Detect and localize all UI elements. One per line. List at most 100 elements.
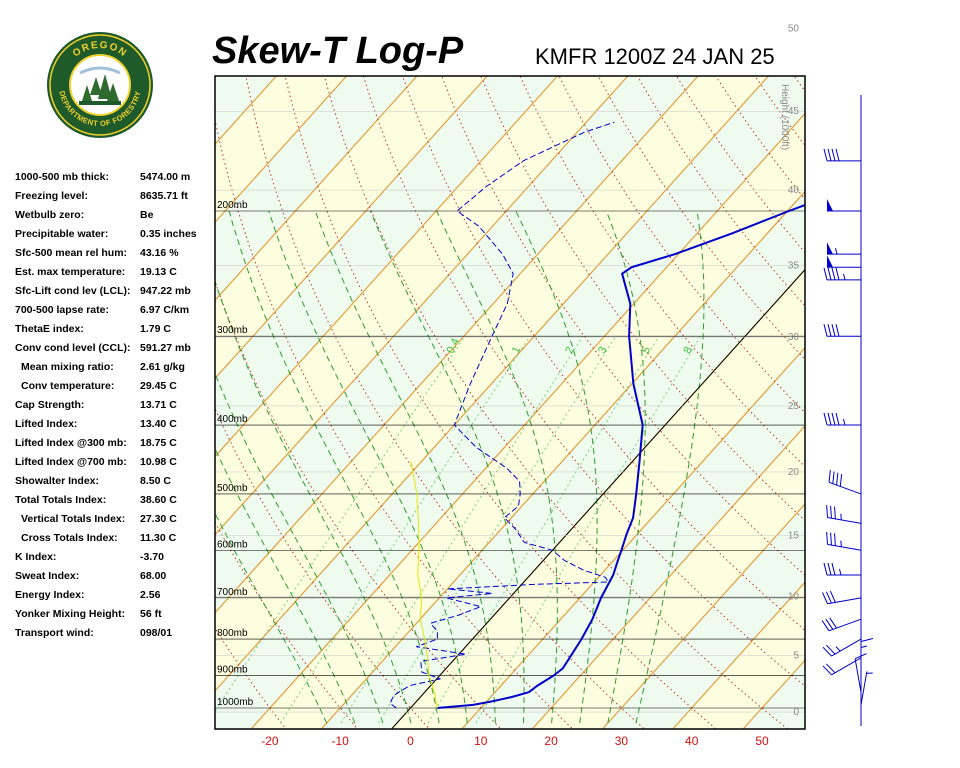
wind-barb [823,412,861,426]
isotherm-line [0,0,137,737]
x-tick-label: 20 [544,734,558,748]
pressure-label: 900mb [217,664,248,675]
mixing-ratio-label: 1 [510,345,523,356]
station-time-label: KMFR 1200Z 24 JAN 25 [535,44,775,69]
dry-adiabat [215,627,287,729]
moist-adiabat [215,279,412,724]
isotherm-line [461,346,805,729]
index-row: K Index: -3.70 [15,548,215,567]
wind-barb-feather [827,562,832,576]
index-label: Sfc-500 mean rel hum: [15,247,128,259]
moist-adiabat [436,210,558,724]
wind-barb-feather [821,620,830,632]
index-row: Vertical Totals Index: 27.30 C [15,510,215,529]
index-label: 1000-500 mb thick: [15,171,109,183]
wind-barb-feather [834,506,836,519]
index-value: 13.40 C [140,418,177,430]
index-label: Freezing level: [15,190,88,202]
x-tick-label: 0 [407,734,414,748]
pressure-label: 400mb [217,414,248,425]
dry-adiabat [323,76,789,729]
wind-barb [860,637,874,676]
wind-barb-feather [831,324,836,337]
wind-barb [860,671,873,705]
moist-adiabat [268,210,468,724]
index-label: Mean mixing ratio: [21,361,114,373]
index-row: Lifted Index @300 mb: 18.75 C [15,434,215,453]
index-row: Conv cond level (CCL): 591.27 mb [15,339,215,358]
index-label: Precipitable water: [15,228,109,240]
index-value: 18.75 C [140,437,177,449]
index-label: Showalter Index: [15,475,100,487]
wind-barb-feather [823,267,828,281]
moist-adiabat [635,210,705,724]
x-tick-label: -20 [261,734,279,748]
moist-adiabat [215,512,328,724]
index-value: 19.13 C [140,266,177,278]
mixing-ratio-line [378,335,617,724]
isotherm-line [0,0,66,737]
wind-barb [822,590,862,605]
dry-adiabat [11,0,221,737]
index-label: K Index: [15,551,57,563]
wind-barb-feather [825,591,832,604]
isotherm-line [215,76,699,614]
dry-adiabat [519,76,805,468]
stability-indices-panel: 1000-500 mb thick: 5474.00 m Freezing leve… [15,168,215,643]
wind-barb [827,242,861,255]
wind-barb-feather [826,644,836,655]
index-label: Est. max temperature: [15,266,126,278]
wind-barb [823,324,861,337]
wind-barb-half-feather [839,568,842,576]
wind-barb-feather [823,148,828,161]
wind-barb-feather [826,505,829,518]
dry-adiabat [558,76,805,414]
moist-adiabat [515,210,598,724]
index-label: Conv cond level (CCL): [15,342,131,354]
index-value: 38.60 C [140,494,177,506]
dry-adiabat [480,76,805,522]
mixing-ratio-line [280,335,531,724]
pressure-label: 700mb [217,587,248,598]
index-row: Transport wind: 098/01 [15,624,215,643]
index-value: 13.71 C [140,399,177,411]
wind-barb-pennant [827,255,833,268]
wind-barb-pennant [827,242,833,255]
wind-barb-feather [830,532,832,546]
index-label: ThetaE index: [15,323,84,335]
height-tick-label: 15 [788,530,800,541]
wind-barb [821,617,862,632]
mixing-ratio-label: 8 [682,345,695,356]
index-value: 8635.71 ft [140,190,188,202]
dry-adiabat [215,407,430,729]
wind-barb-feather [839,474,843,487]
index-value: 10.98 C [140,456,177,468]
index-label: Vertical Totals Index: [21,513,126,525]
wind-barb-feather [831,562,836,576]
zero-isotherm [390,268,805,729]
tree-icon [79,74,121,105]
isotherm-line [215,76,489,380]
pressure-label: 500mb [217,483,248,494]
wind-barb [826,531,862,551]
index-label: Wetbulb zero: [15,209,85,221]
mixing-ratio-line [475,335,701,724]
wind-barb-feather [827,267,832,281]
wind-barb [827,255,861,268]
index-label: Lifted Index @300 mb: [15,437,127,449]
wind-barb [823,148,861,162]
index-label: Sfc-Lift cond lev (LCL): [15,285,131,297]
index-value: 27.30 C [140,513,177,525]
wind-barb-feather [822,592,828,604]
isotherm-line [601,503,805,729]
index-row: Energy Index: 2.56 [15,586,215,605]
dry-adiabat [852,0,960,737]
wind-barb-feather [835,148,840,161]
wind-barb [826,505,862,524]
wind-barb-shaft [831,657,862,676]
index-label: Transport wind: [15,627,94,639]
wind-barb [822,638,862,657]
isotherm-line [215,76,629,536]
wind-barb-shaft [831,638,862,657]
index-label: Yonker Mixing Height: [15,608,126,620]
